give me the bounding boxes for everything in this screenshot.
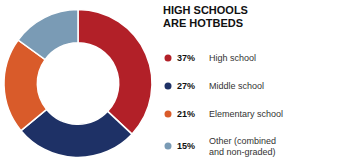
chart: HIGH SCHOOLSARE HOTBEDS 37% High school 27%… — [0, 0, 350, 167]
legend-value: 21% — [177, 109, 195, 119]
legend-value: 15% — [177, 141, 195, 151]
legend-value: 27% — [177, 81, 195, 91]
donut-slice — [78, 10, 152, 135]
legend-label: High school — [209, 53, 256, 63]
legend-label: Middle school — [209, 81, 264, 91]
legend-label: Elementary school — [209, 109, 283, 119]
legend-value: 37% — [177, 53, 195, 63]
legend-swatch — [165, 55, 172, 62]
legend-swatch — [165, 83, 172, 90]
legend-swatch — [165, 143, 172, 150]
title: HIGH SCHOOLSARE HOTBEDS — [163, 4, 248, 29]
legend: 37% High school 27% Middle school 21% Element… — [165, 53, 284, 157]
legend-swatch — [165, 111, 172, 118]
donut — [4, 10, 152, 158]
donut-slice — [18, 10, 78, 60]
legend-label: Other (combinedand non-graded) — [209, 136, 276, 157]
